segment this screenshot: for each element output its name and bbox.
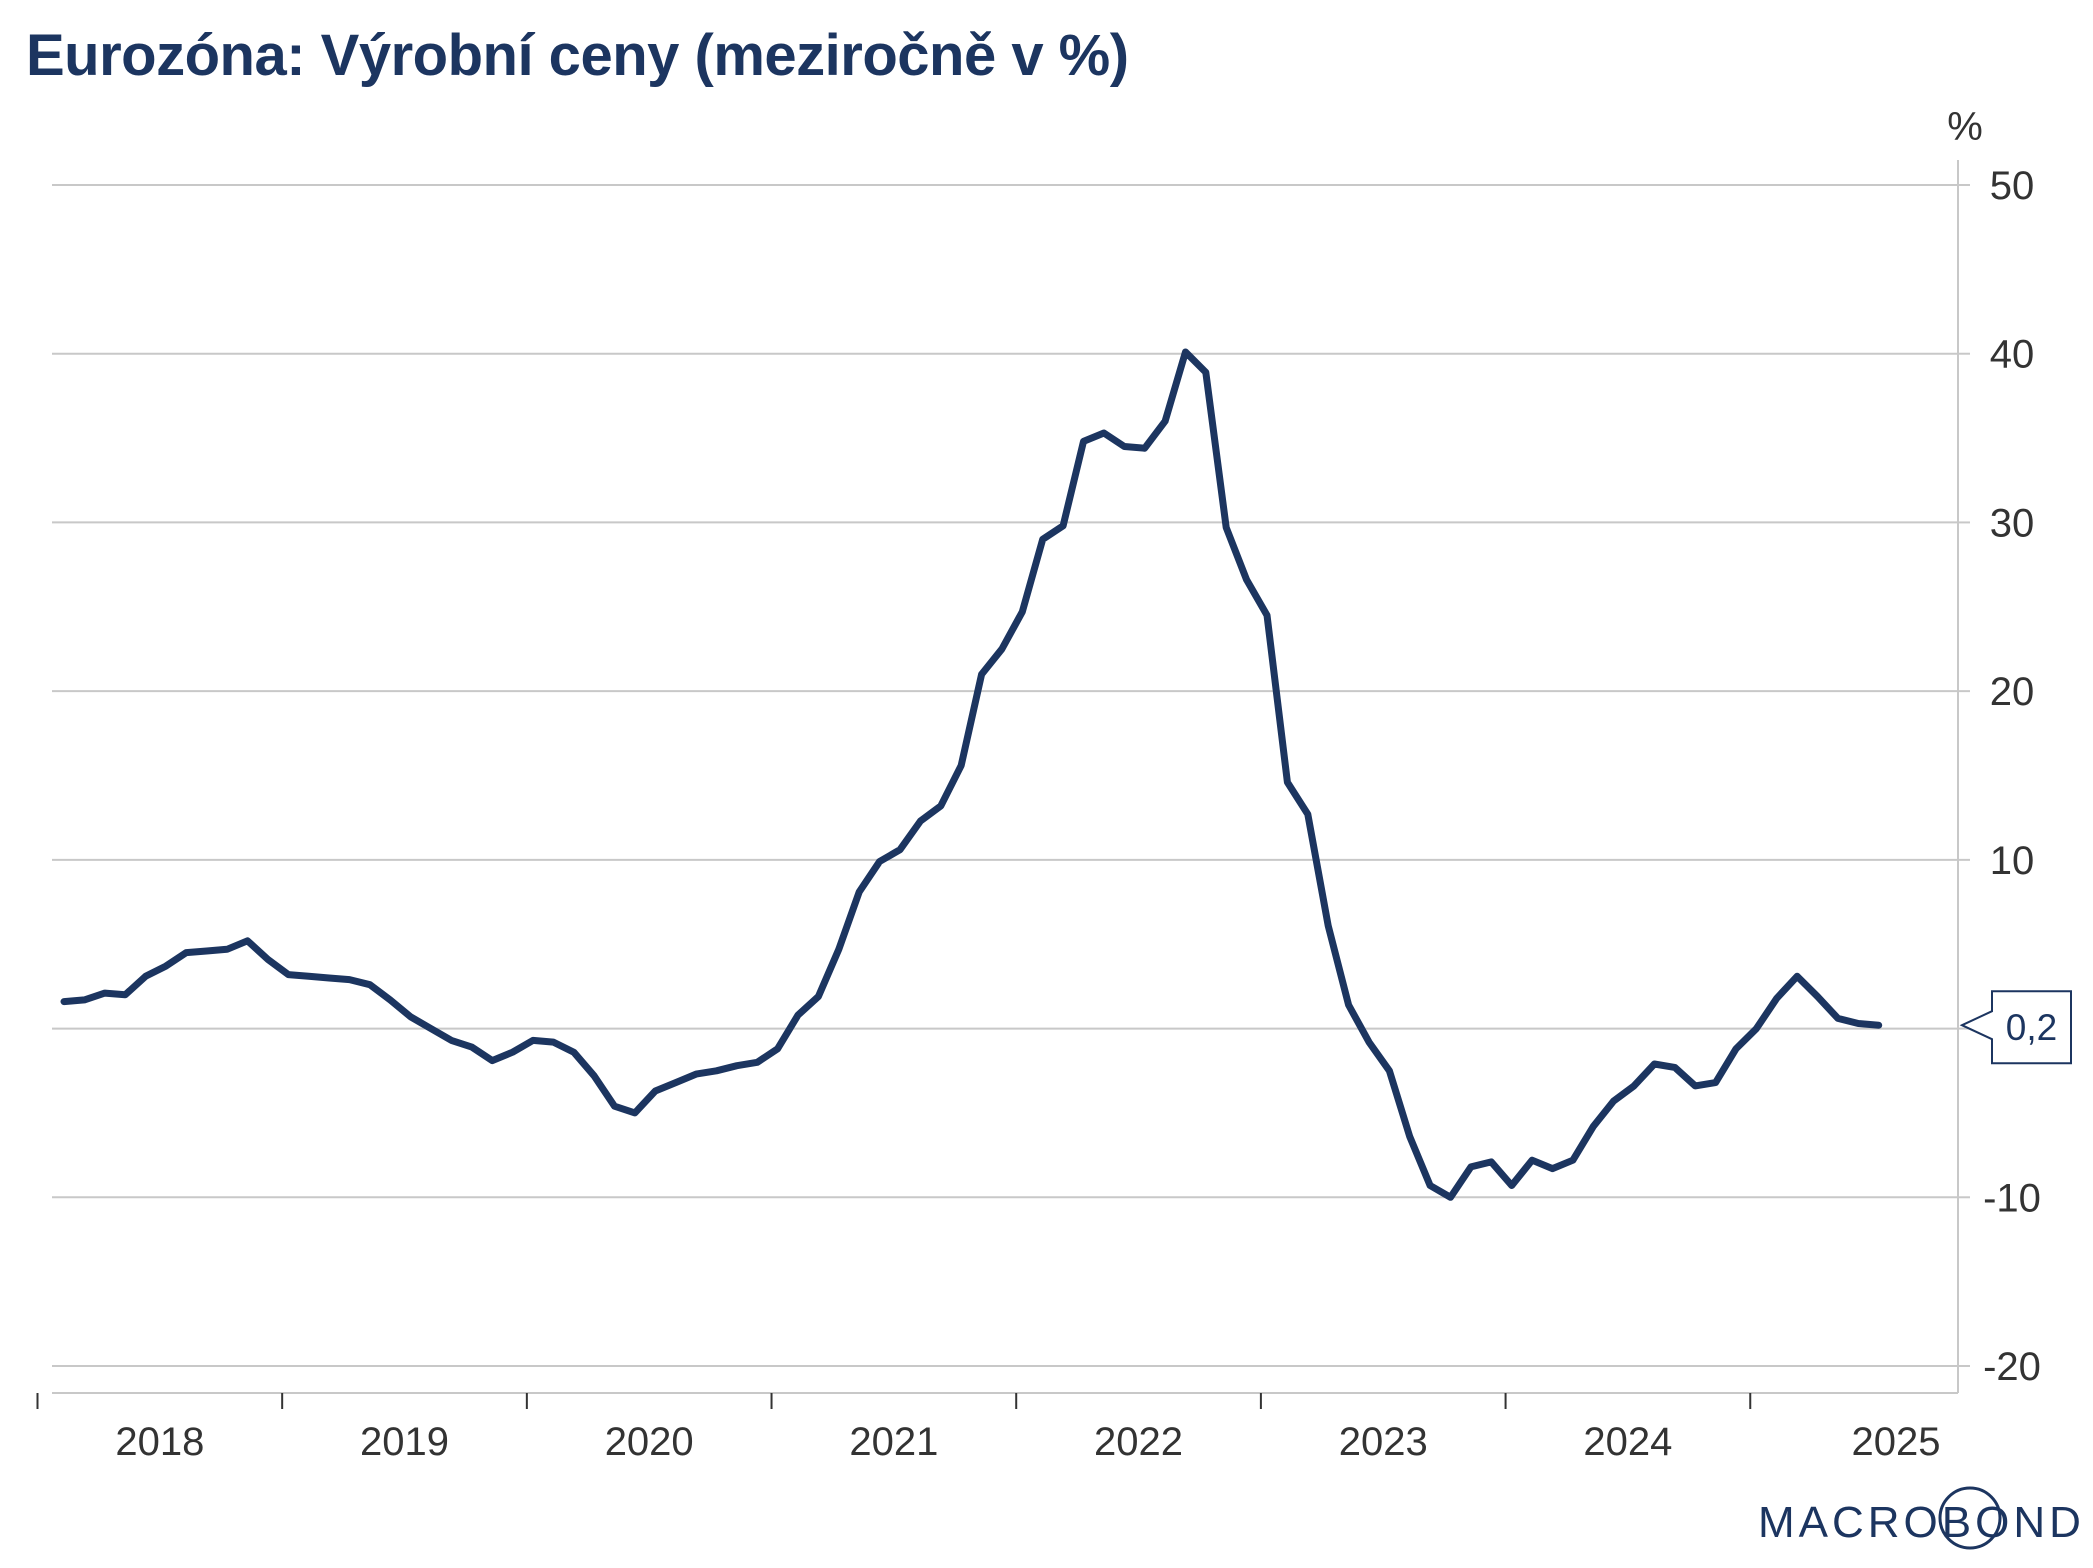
x-tick-label: 2022: [1094, 1420, 1183, 1464]
y-tick-label: 30: [1990, 501, 2035, 545]
brand-name: MACROBOND: [1758, 1498, 2085, 1547]
y-axis-ticks: 50403020100-10-20: [1958, 164, 2041, 1389]
x-tick-label: 2024: [1583, 1420, 1672, 1464]
gridlines: [52, 160, 1959, 1393]
x-tick-label: 2020: [605, 1420, 694, 1464]
y-axis-unit-label: %: [1947, 105, 1983, 149]
series-line: [60, 348, 1883, 1201]
last-value-callout: 0,2: [1959, 990, 2072, 1065]
chart-title: Eurozóna: Výrobní ceny (meziročně v %): [26, 23, 1129, 88]
x-tick-label: 2021: [849, 1420, 938, 1464]
x-tick-label: 2019: [360, 1420, 449, 1464]
macrobond-logo: MACROBOND: [1758, 1486, 2085, 1550]
callout-box: [1959, 990, 2072, 1065]
y-tick-label: -10: [1983, 1176, 2041, 1220]
last-value-label: 0,2: [2006, 1007, 2057, 1048]
y-tick-label: 20: [1990, 670, 2035, 714]
series-group: [60, 348, 1883, 1201]
y-tick-label: 50: [1990, 164, 2035, 208]
x-axis: 2018 2019 2020 2021 2022 2023 2024 2025: [36, 1392, 1958, 1464]
y-tick-label: -20: [1983, 1345, 2041, 1389]
y-tick-label: 10: [1990, 839, 2035, 883]
x-tick-label: 2023: [1339, 1420, 1428, 1464]
logo-ring: [1938, 1486, 2002, 1550]
y-tick-label: 40: [1990, 333, 2035, 377]
x-tick-label: 2018: [115, 1420, 204, 1464]
x-tick-label: 2025: [1852, 1420, 1941, 1464]
